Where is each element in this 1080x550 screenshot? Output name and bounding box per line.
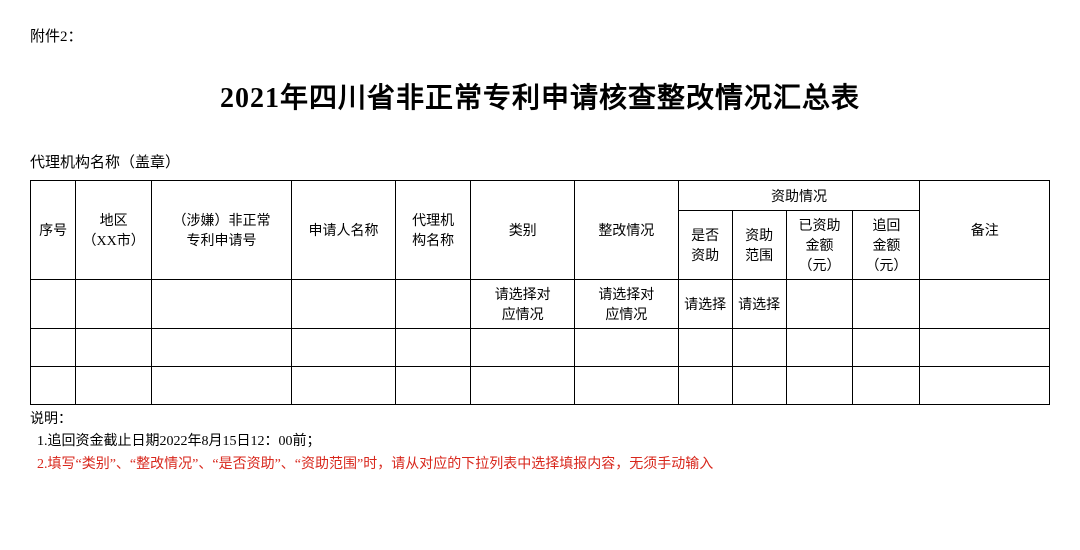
col-applicant: 申请人名称 bbox=[292, 181, 396, 280]
table-row bbox=[31, 367, 1050, 405]
col-remark: 备注 bbox=[920, 181, 1050, 280]
cell-applicant[interactable] bbox=[292, 280, 396, 329]
table-row bbox=[31, 329, 1050, 367]
col-funded-amt: 已资助金额（元） bbox=[786, 211, 853, 280]
col-patent-no: （涉嫌）非正常专利申请号 bbox=[151, 181, 291, 280]
cell-category[interactable] bbox=[471, 329, 575, 367]
cell-agency[interactable] bbox=[395, 329, 471, 367]
cell-agency[interactable] bbox=[395, 367, 471, 405]
cell-remark[interactable] bbox=[920, 367, 1050, 405]
cell-seq[interactable] bbox=[31, 280, 76, 329]
cell-seq[interactable] bbox=[31, 367, 76, 405]
summary-table: 序号 地区（XX市） （涉嫌）非正常专利申请号 申请人名称 代理机构名称 类别 … bbox=[30, 180, 1050, 405]
table-row: 请选择对应情况 请选择对应情况 请选择 请选择 bbox=[31, 280, 1050, 329]
attachment-label: 附件2： bbox=[30, 25, 1050, 46]
cell-category[interactable] bbox=[471, 367, 575, 405]
cell-fund-scope[interactable]: 请选择 bbox=[732, 280, 786, 329]
col-seq: 序号 bbox=[31, 181, 76, 280]
notes-heading: 说明： bbox=[30, 409, 1050, 431]
col-category: 类别 bbox=[471, 181, 575, 280]
cell-applicant[interactable] bbox=[292, 329, 396, 367]
col-region: 地区（XX市） bbox=[76, 181, 152, 280]
cell-region[interactable] bbox=[76, 329, 152, 367]
cell-recover-amt[interactable] bbox=[853, 367, 920, 405]
page-title: 2021年四川省非正常专利申请核查整改情况汇总表 bbox=[30, 76, 1050, 116]
cell-region[interactable] bbox=[76, 280, 152, 329]
col-funding-group: 资助情况 bbox=[678, 181, 920, 211]
cell-funded-amt[interactable] bbox=[786, 280, 853, 329]
col-recover-amt: 追回金额（元） bbox=[853, 211, 920, 280]
notes-block: 说明： 1.追回资金截止日期2022年8月15日12：00前； 2.填写“类别”… bbox=[30, 409, 1050, 476]
cell-patent-no[interactable] bbox=[151, 367, 291, 405]
cell-fund-scope[interactable] bbox=[732, 329, 786, 367]
cell-rectify[interactable] bbox=[575, 329, 679, 367]
cell-rectify[interactable]: 请选择对应情况 bbox=[575, 280, 679, 329]
cell-is-funded[interactable] bbox=[678, 329, 732, 367]
cell-recover-amt[interactable] bbox=[853, 280, 920, 329]
col-rectify: 整改情况 bbox=[575, 181, 679, 280]
cell-fund-scope[interactable] bbox=[732, 367, 786, 405]
cell-rectify[interactable] bbox=[575, 367, 679, 405]
cell-recover-amt[interactable] bbox=[853, 329, 920, 367]
cell-region[interactable] bbox=[76, 367, 152, 405]
cell-is-funded[interactable]: 请选择 bbox=[678, 280, 732, 329]
cell-applicant[interactable] bbox=[292, 367, 396, 405]
cell-patent-no[interactable] bbox=[151, 280, 291, 329]
cell-seq[interactable] bbox=[31, 329, 76, 367]
cell-agency[interactable] bbox=[395, 280, 471, 329]
cell-is-funded[interactable] bbox=[678, 367, 732, 405]
agency-name-label: 代理机构名称（盖章） bbox=[30, 151, 1050, 172]
col-agency: 代理机构名称 bbox=[395, 181, 471, 280]
cell-remark[interactable] bbox=[920, 329, 1050, 367]
cell-patent-no[interactable] bbox=[151, 329, 291, 367]
notes-line-1: 1.追回资金截止日期2022年8月15日12：00前； bbox=[30, 431, 1050, 453]
cell-remark[interactable] bbox=[920, 280, 1050, 329]
cell-funded-amt[interactable] bbox=[786, 367, 853, 405]
col-is-funded: 是否资助 bbox=[678, 211, 732, 280]
notes-line-2: 2.填写“类别”、“整改情况”、“是否资助”、“资助范围”时，请从对应的下拉列表… bbox=[30, 454, 1050, 476]
cell-funded-amt[interactable] bbox=[786, 329, 853, 367]
col-fund-scope: 资助范围 bbox=[732, 211, 786, 280]
cell-category[interactable]: 请选择对应情况 bbox=[471, 280, 575, 329]
